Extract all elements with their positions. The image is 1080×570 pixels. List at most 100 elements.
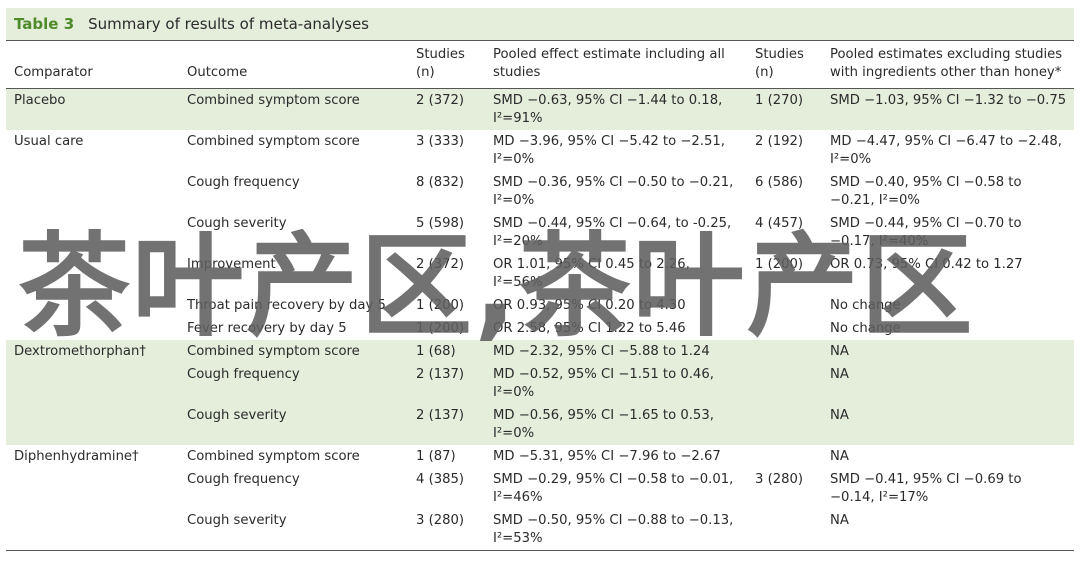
table-cell: SMD −0.36, 95% CI −0.50 to −0.21, I²=0%: [493, 175, 734, 208]
table-cell: Cough severity: [179, 404, 408, 445]
comparator-cell: Placebo: [6, 88, 179, 130]
empty-cell: [6, 468, 179, 509]
table-cell: Cough frequency: [179, 363, 408, 404]
table-cell: Cough frequency: [187, 175, 300, 190]
header-cell: Pooled estimates excluding studies with …: [822, 42, 1074, 89]
table-cell: NA: [830, 449, 849, 464]
table-row: Cough frequency 2 (137) MD −0.52, 95% CI −…: [6, 363, 1074, 404]
header-cell: Comparator: [6, 42, 179, 89]
table-cell: Throat pain recovery by day 5: [187, 298, 386, 313]
table-cell: SMD −0.63, 95% CI −1.44 to 0.18, I²=91%: [485, 88, 747, 130]
table-row: Dextromethorphan† Combined symptom score 1…: [6, 340, 1074, 363]
table-row: Usual care Combined symptom score 3 (333) M…: [6, 130, 1074, 171]
table-cell: 1 (200): [416, 321, 465, 336]
table-cell: 3 (280): [416, 513, 465, 528]
table-cell: SMD −1.03, 95% CI −1.32 to −0.75: [822, 88, 1074, 130]
empty-cell: [6, 253, 179, 294]
table-cell: No change: [830, 321, 901, 336]
table-cell: Cough severity: [187, 513, 287, 528]
table-cell: 1 (68): [408, 340, 485, 363]
comparator-cell: Dextromethorphan†: [6, 340, 179, 363]
table-row: Cough frequency 4 (385) SMD −0.29, 95% CI …: [6, 468, 1074, 509]
table-cell: SMD −0.40, 95% CI −0.58 to −0.21, I²=0%: [830, 175, 1022, 208]
table-cell: MD −0.52, 95% CI −1.51 to 0.46, I²=0%: [485, 363, 747, 404]
table-cell: OR 0.73, 95% CI 0.42 to 1.27: [830, 257, 1023, 272]
empty-cell: [6, 171, 179, 212]
table-cell: MD −5.31, 95% CI −7.96 to −2.67: [493, 449, 721, 464]
table-cell: 4 (385): [416, 472, 465, 487]
table-cell: [747, 509, 822, 551]
table-cell: OR 1.01, 95% CI 0.45 to 2.26, I²=56%: [493, 257, 690, 290]
table-cell: 2 (372): [408, 88, 485, 130]
table-cell: NA: [822, 404, 1074, 445]
empty-cell: [6, 317, 179, 340]
table-cell: SMD −0.44, 95% CI −0.70 to −0.17, I²=40%: [830, 216, 1022, 249]
empty-cell: [6, 363, 179, 404]
table-title: Summary of results of meta-analyses: [88, 15, 369, 33]
comparator-cell: Usual care: [14, 134, 84, 149]
comparator-cell: Diphenhydramine†: [14, 449, 139, 464]
table-cell: OR 2.58, 95% CI 1.22 to 5.46: [493, 321, 686, 336]
empty-cell: [6, 404, 179, 445]
table-cell: Cough severity: [187, 216, 287, 231]
results-table: Comparator Outcome Studies (n) Pooled effec…: [6, 42, 1074, 551]
table-row: Fever recovery by day 5 1 (200) OR 2.58, 9…: [6, 317, 1074, 340]
empty-cell: [6, 212, 179, 253]
table-cell: NA: [822, 363, 1074, 404]
table-row: Cough severity 2 (137) MD −0.56, 95% CI −1…: [6, 404, 1074, 445]
table-cell: Combined symptom score: [179, 340, 408, 363]
header-cell: Studies (n): [408, 42, 485, 89]
table-cell: SMD −0.44, 95% CI −0.64, to -0.25, I²=20…: [493, 216, 732, 249]
table-cell: Combined symptom score: [187, 134, 360, 149]
table-cell: 6 (586): [755, 175, 804, 190]
title-bar: Table 3 Summary of results of meta-analys…: [6, 8, 1074, 41]
table-row: Placebo Combined symptom score 2 (372) SMD …: [6, 88, 1074, 130]
table-cell: Improvement: [187, 257, 276, 272]
table-cell: NA: [830, 513, 849, 528]
table-cell: 8 (832): [416, 175, 465, 190]
header-cell: Studies (n): [747, 42, 822, 89]
table-cell: 2 (192): [755, 134, 804, 149]
empty-cell: [6, 294, 179, 317]
table-cell: MD −4.47, 95% CI −6.47 to −2.48, I²=0%: [830, 134, 1062, 167]
table-cell: OR 0.93, 95% CI 0.20 to 4.30: [493, 298, 686, 313]
table-cell: 3 (333): [416, 134, 465, 149]
table-cell: Cough frequency: [187, 472, 300, 487]
table-cell: [747, 340, 822, 363]
table-cell: No change: [830, 298, 901, 313]
table-label: Table 3: [14, 15, 75, 33]
table-row: Cough severity 5 (598) SMD −0.44, 95% CI −…: [6, 212, 1074, 253]
table-row: Cough frequency 8 (832) SMD −0.36, 95% CI …: [6, 171, 1074, 212]
table-cell: 4 (457): [755, 216, 804, 231]
table-cell: MD −0.56, 95% CI −1.65 to 0.53, I²=0%: [485, 404, 747, 445]
table-cell: 3 (280): [755, 472, 804, 487]
header-row: Comparator Outcome Studies (n) Pooled effec…: [6, 42, 1074, 89]
table-cell: [747, 404, 822, 445]
table-cell: 1 (200): [755, 257, 804, 272]
table-row: Cough severity 3 (280) SMD −0.50, 95% CI −…: [6, 509, 1074, 551]
table-cell: NA: [822, 340, 1074, 363]
table-row: Improvement 2 (372) OR 1.01, 95% CI 0.45 t…: [6, 253, 1074, 294]
table-cell: SMD −0.41, 95% CI −0.69 to −0.14, I²=17%: [830, 472, 1022, 505]
table-cell: MD −3.96, 95% CI −5.42 to −2.51, I²=0%: [493, 134, 725, 167]
table-cell: SMD −0.50, 95% CI −0.88 to −0.13, I²=53%: [493, 513, 734, 546]
table-cell: Combined symptom score: [187, 449, 360, 464]
table-cell: [747, 363, 822, 404]
table-cell: MD −2.32, 95% CI −5.88 to 1.24: [485, 340, 747, 363]
table-cell: 1 (87): [416, 449, 456, 464]
header-cell: Pooled effect estimate including all stu…: [485, 42, 747, 89]
table-cell: Combined symptom score: [179, 88, 408, 130]
table-cell: SMD −0.29, 95% CI −0.58 to −0.01, I²=46%: [493, 472, 734, 505]
table-cell: [747, 317, 822, 340]
table-cell: 5 (598): [416, 216, 465, 231]
table-cell: 1 (270): [747, 88, 822, 130]
table-row: Diphenhydramine† Combined symptom score 1 …: [6, 445, 1074, 468]
table-row: Throat pain recovery by day 5 1 (200) OR 0…: [6, 294, 1074, 317]
table-cell: [747, 445, 822, 468]
table-cell: 2 (137): [408, 363, 485, 404]
table-cell: 2 (372): [416, 257, 465, 272]
table-cell: 2 (137): [408, 404, 485, 445]
table-cell: [747, 294, 822, 317]
header-cell: Outcome: [179, 42, 408, 89]
